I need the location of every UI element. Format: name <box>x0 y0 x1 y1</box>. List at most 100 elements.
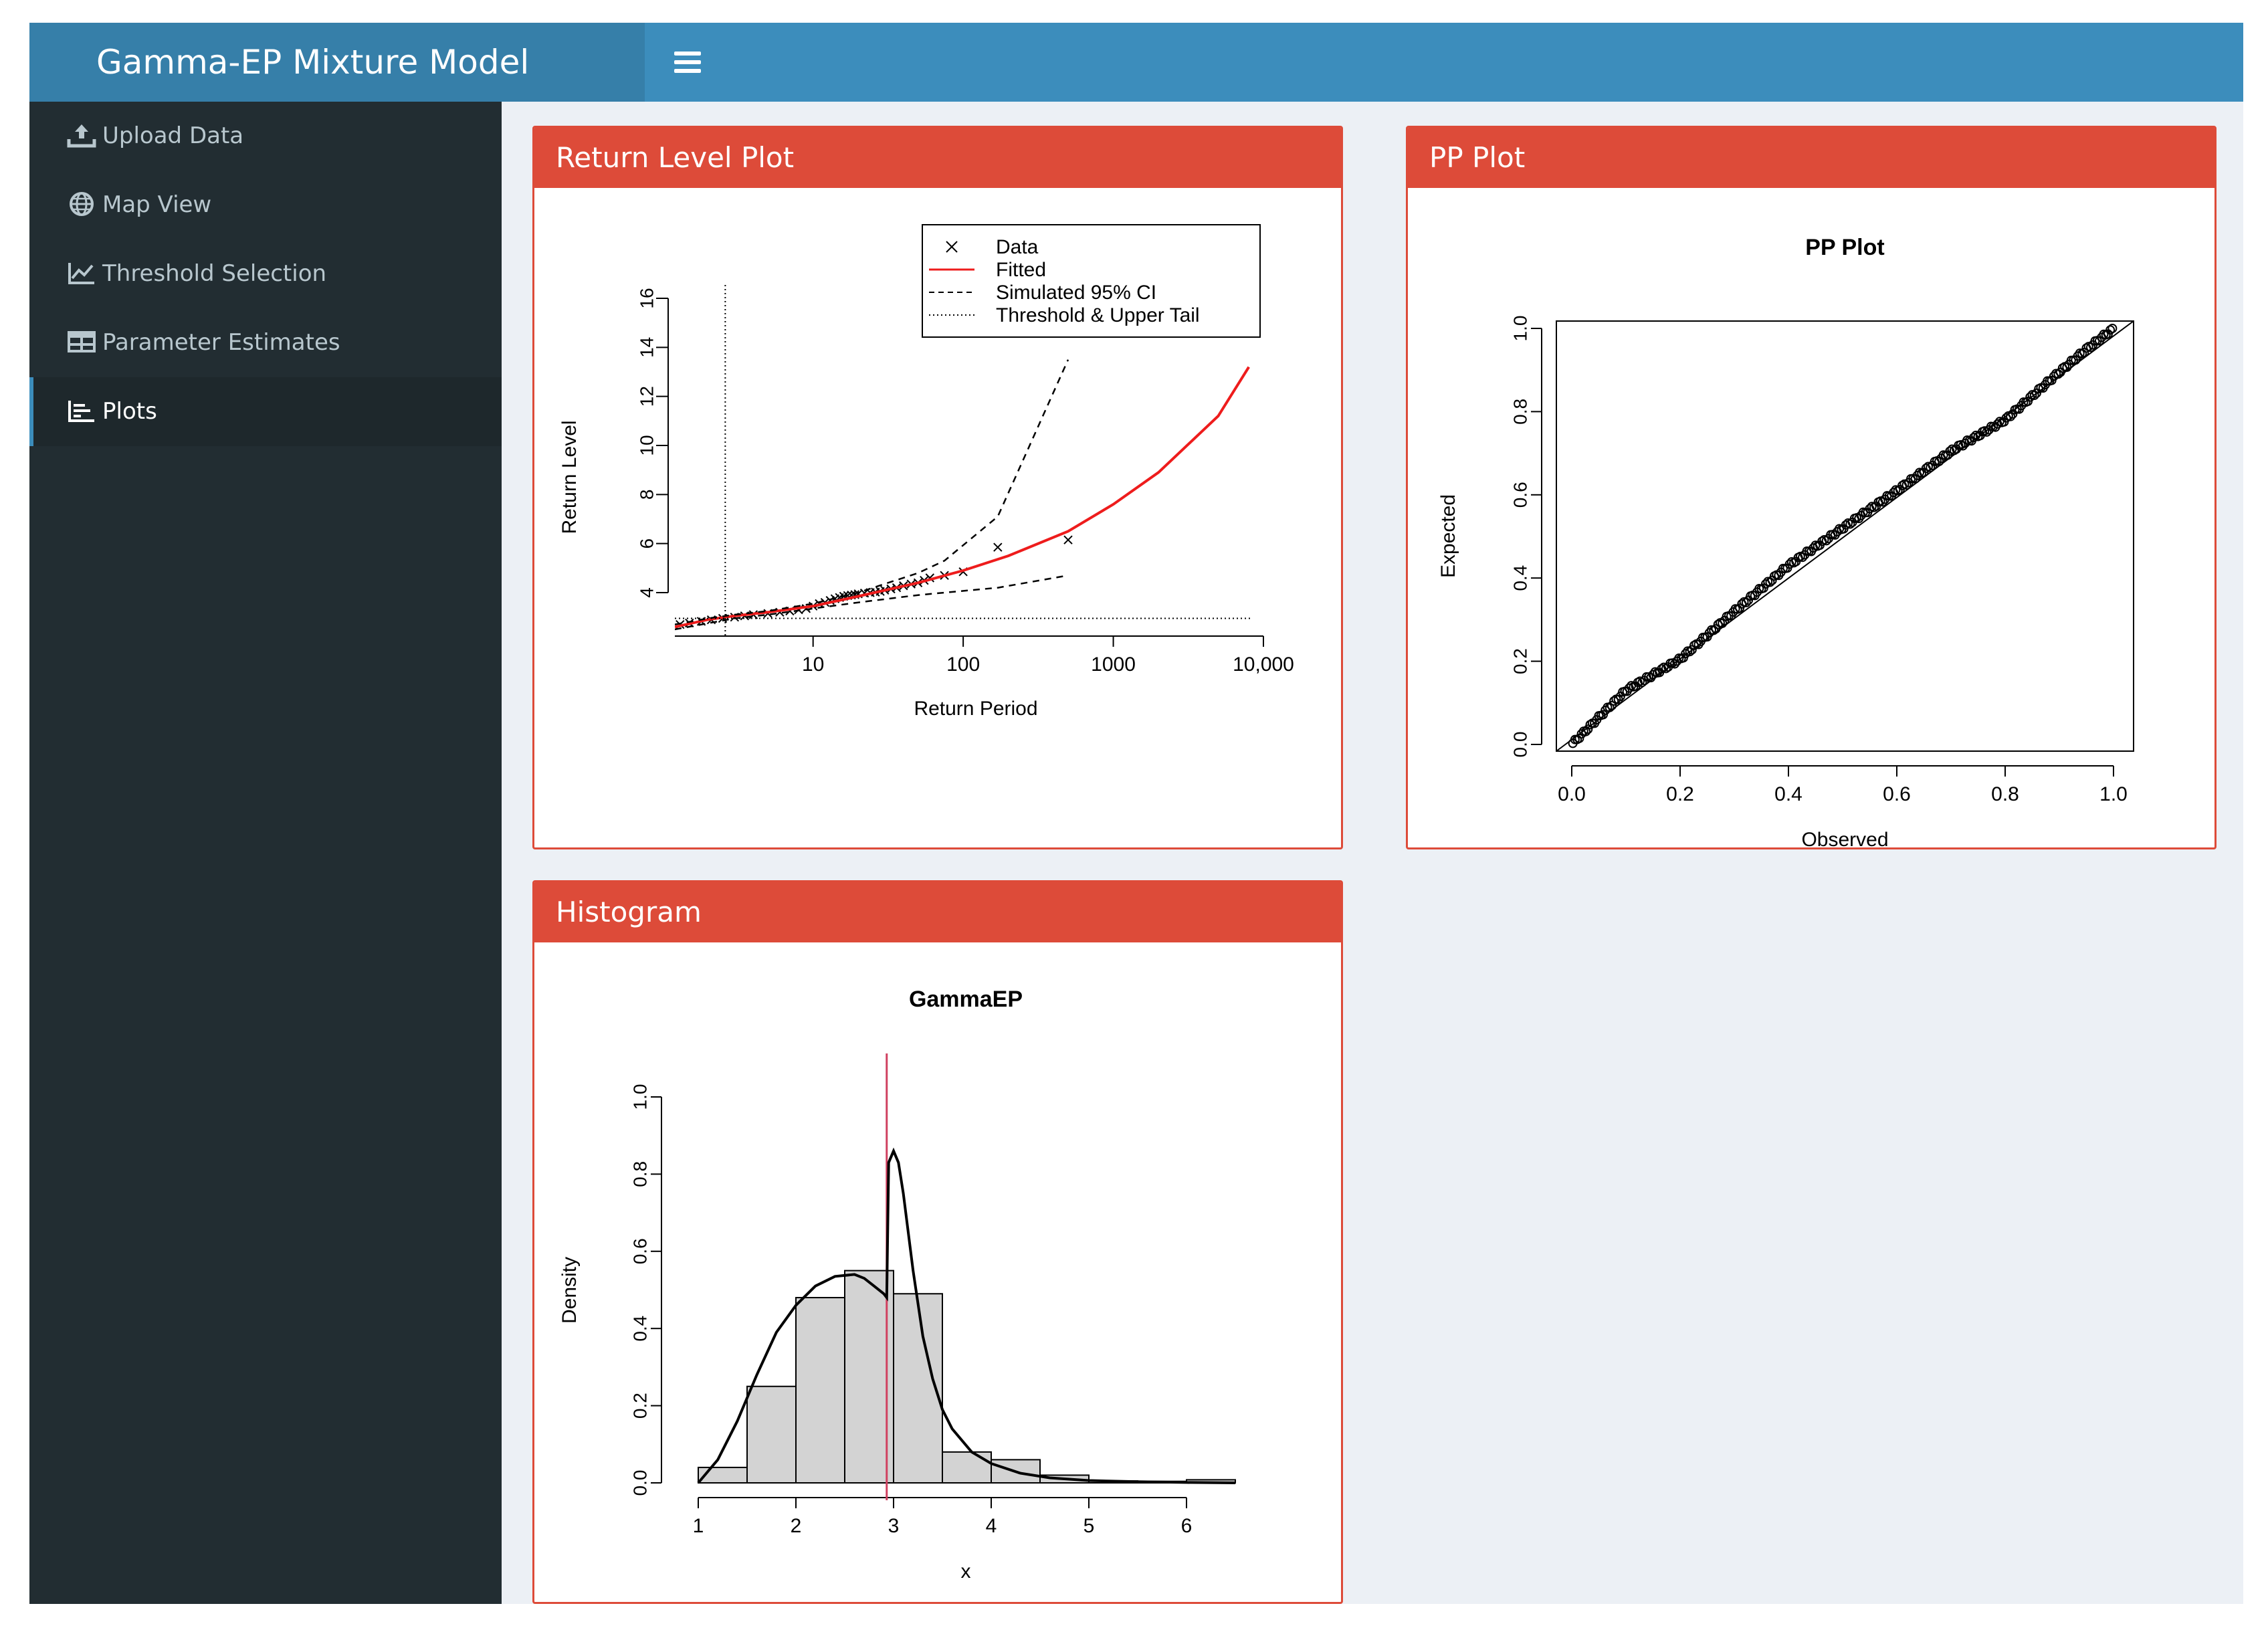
legend-entry: Simulated 95% CI <box>996 282 1156 304</box>
legend-entry: Fitted <box>996 259 1046 281</box>
x-tick-label: 100 <box>946 653 980 676</box>
pp-chart: PP Plot 0.0 0.2 0.4 0.6 0.8 1.0 0.0 0.2 0.4 0.6 0.8… <box>1437 235 2134 847</box>
x-axis-label: Return Period <box>914 698 1037 720</box>
pp-point <box>1945 446 1955 456</box>
y-tick-label: 1.0 <box>630 1084 651 1110</box>
histogram-box: Histogram GammaEP 1 2 3 4 5 6 0.0 0.2 0.4 0.6 0.8 1.… <box>532 880 1343 1604</box>
pp-point <box>1765 577 1775 587</box>
sidebar-item-label: Threshold Selection <box>102 260 327 287</box>
density-curve <box>697 1147 1236 1484</box>
pp-points <box>1568 324 2118 748</box>
y-axis-label: Density <box>558 1257 581 1324</box>
pp-point <box>1992 419 2002 429</box>
y-tick-label: 0.2 <box>1510 648 1531 674</box>
y-axis-label: Return Level <box>558 420 581 534</box>
upload-icon <box>66 122 97 148</box>
ci-line <box>675 359 1069 625</box>
data-point <box>993 542 1003 552</box>
pp-point <box>1718 618 1728 628</box>
sidebar-toggle-icon[interactable] <box>672 46 704 78</box>
pp-point <box>2105 325 2116 335</box>
pp-point <box>2085 342 2095 352</box>
app-window: Gamma-EP Mixture Model Upload Data Map V… <box>29 23 2243 1604</box>
return-level-chart: 4 6 8 10 12 14 16 10 100 1000 10,000 Return Period R… <box>558 224 1294 720</box>
y-tick-label: 14 <box>637 337 657 358</box>
y-tick-label: 4 <box>637 587 657 598</box>
sidebar-item-label: Upload Data <box>102 122 244 149</box>
histogram-bar <box>844 1269 894 1484</box>
y-tick-label: 0.4 <box>630 1316 651 1342</box>
x-tick-label: 4 <box>986 1515 997 1537</box>
return-level-box: Return Level Plot 4 6 8 10 12 14 16 10 100 1000 10… <box>532 126 1343 849</box>
y-axis-label: Expected <box>1437 494 1459 578</box>
top-navbar: Gamma-EP Mixture Model <box>29 23 2243 102</box>
pp-point <box>1969 433 1979 443</box>
x-tick-label: 6 <box>1181 1515 1193 1537</box>
x-tick-label: 0.2 <box>1666 783 1694 805</box>
y-tick-label: 0.4 <box>1510 565 1531 591</box>
sidebar-item-threshold-selection[interactable]: Threshold Selection <box>29 239 502 308</box>
x-axis-label: Observed <box>1801 829 1888 847</box>
y-tick-label: 0.6 <box>630 1238 651 1264</box>
sidebar-item-upload-data[interactable]: Upload Data <box>29 102 502 171</box>
sidebar: Upload Data Map View Threshold Selection… <box>29 102 502 1604</box>
y-tick-label: 0.8 <box>630 1161 651 1187</box>
x-tick-label: 10,000 <box>1233 653 1294 676</box>
x-tick-label: 3 <box>888 1515 900 1537</box>
box-title: Histogram <box>534 882 1341 942</box>
y-tick-label: 16 <box>637 288 657 308</box>
bar-chart-icon <box>66 397 97 424</box>
pp-point <box>1624 683 1634 693</box>
pp-point <box>1657 664 1667 674</box>
sidebar-item-parameter-estimates[interactable]: Parameter Estimates <box>29 308 502 377</box>
legend-box <box>922 224 1261 338</box>
x-tick-label: 2 <box>791 1515 802 1537</box>
y-tick-label: 10 <box>637 435 657 455</box>
pp-point <box>1821 536 1831 546</box>
pp-point <box>1583 724 1593 734</box>
pp-point <box>1711 624 1721 634</box>
legend-marker-data <box>946 241 958 253</box>
x-tick-label: 1.0 <box>2099 783 2128 805</box>
chart-title: GammaEP <box>909 987 1023 1012</box>
y-tick-label: 1.0 <box>1510 316 1531 342</box>
x-tick-label: 0.0 <box>1558 783 1586 805</box>
plot-area <box>675 359 1250 631</box>
plot-frame <box>1556 320 2134 752</box>
globe-icon <box>66 191 97 217</box>
pp-point <box>1901 480 1912 490</box>
histogram-bar <box>795 1297 845 1484</box>
pp-point <box>1685 647 1695 657</box>
legend-entry: Threshold & Upper Tail <box>996 304 1200 326</box>
sidebar-item-map-view[interactable]: Map View <box>29 171 502 239</box>
pp-point <box>1607 700 1617 710</box>
pp-point <box>1877 497 1887 507</box>
x-tick-label: 0.8 <box>1991 783 2019 805</box>
data-point <box>1063 535 1073 544</box>
pp-point <box>2023 397 2033 407</box>
pp-point <box>2079 347 2089 357</box>
x-tick-label: 10 <box>802 653 824 676</box>
pp-point <box>1926 462 1936 472</box>
legend-entry: Data <box>996 236 1039 258</box>
y-tick-label: 0.0 <box>630 1470 651 1496</box>
pp-point <box>1598 710 1608 720</box>
pp-point <box>1581 726 1591 736</box>
sidebar-item-plots[interactable]: Plots <box>29 377 502 446</box>
line-chart-icon <box>66 260 97 286</box>
pp-point <box>2029 391 2039 401</box>
pp-point <box>1648 670 1658 680</box>
pp-point <box>1798 552 1808 563</box>
x-tick-label: 0.6 <box>1883 783 1911 805</box>
ci-line <box>675 575 1069 631</box>
pp-point <box>1709 625 1719 635</box>
pp-point <box>1574 733 1584 743</box>
pp-point <box>1605 702 1615 712</box>
histogram-bar <box>893 1293 943 1484</box>
table-icon <box>66 328 97 355</box>
y-tick-label: 8 <box>637 490 657 500</box>
chart-title: PP Plot <box>1805 235 1884 260</box>
y-tick-label: 0.2 <box>630 1393 651 1419</box>
pp-plot-box: PP Plot PP Plot 0.0 0.2 0.4 0.6 0.8 1.0 0.0 0.2 0… <box>1406 126 2217 849</box>
pp-point <box>2053 369 2063 379</box>
